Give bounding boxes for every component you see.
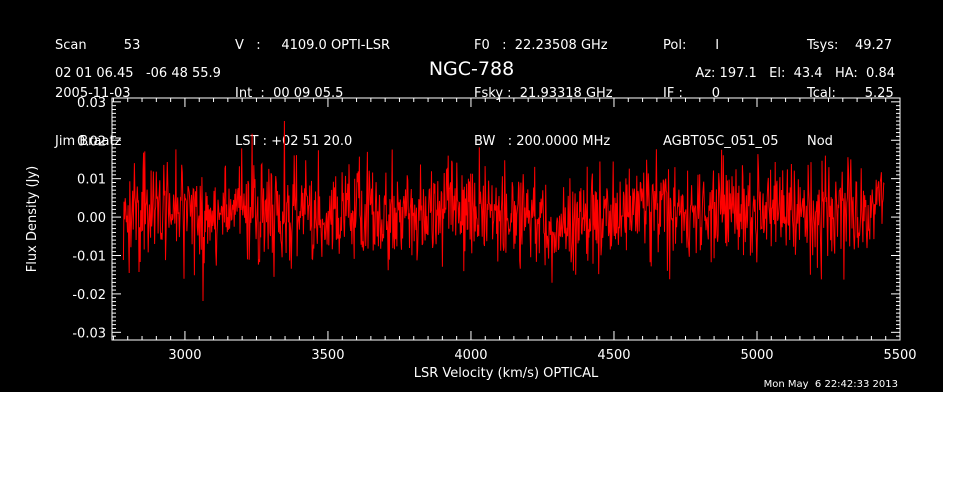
plot-frame <box>111 97 901 341</box>
tcal: Tcal: 5.25 <box>807 86 894 101</box>
bandwidth: BW : 200.0000 MHz <box>474 134 611 149</box>
x-tick-label: 4500 <box>597 348 630 363</box>
timestamp: Mon May 6 22:42:33 2013 <box>763 379 898 390</box>
plot-panel: Scan 53 2005-11-03 Jim Braatz V : 4109.0… <box>0 0 943 392</box>
tsys: Tsys: 49.27 <box>807 38 893 53</box>
polarization-info: Pol: I IF : 0 AGBT05C_051_05 <box>663 6 779 182</box>
y-tick-label: 0.02 <box>77 134 106 149</box>
velocity-info: V : 4109.0 OPTI-LSR Int : 00 09 05.5 LST… <box>235 6 390 182</box>
y-tick-label: -0.01 <box>72 249 106 264</box>
y-tick-label: -0.03 <box>72 326 106 341</box>
scan-info: Scan 53 2005-11-03 Jim Braatz <box>55 6 140 182</box>
observation-date: 2005-11-03 <box>55 86 131 101</box>
source-coordinates: 02 01 06.45 -06 48 55.9 <box>55 66 221 81</box>
x-tick-label: 3000 <box>168 348 201 363</box>
spectrum-series <box>122 120 885 302</box>
az-el-ha: Az: 197.1 El: 43.4 HA: 0.84 <box>695 66 895 81</box>
rest-frequency: F0 : 22.23508 GHz <box>474 38 608 53</box>
polarization: Pol: I <box>663 38 720 53</box>
procedure: Nod <box>807 134 833 149</box>
if-number: IF : 0 <box>663 86 721 101</box>
x-tick-label: 5000 <box>740 348 773 363</box>
spectrum-plot: 3000 3500 4000 4500 5000 5500 -0.03 -0.02 -0.01 0… <box>25 96 917 381</box>
y-axis-label: Flux Density (Jy) <box>25 166 40 272</box>
chart-title: NGC-788 <box>428 58 515 80</box>
y-tick-label: 0.03 <box>77 96 106 111</box>
y-tick-label: -0.02 <box>72 288 106 303</box>
system-temp-info: Tsys: 49.27 Tcal: 5.25 Nod <box>807 6 894 182</box>
x-tick-label: 4000 <box>454 348 487 363</box>
scan-number: Scan 53 <box>55 38 141 53</box>
observer: Jim Braatz <box>55 134 122 149</box>
x-axis-label: LSR Velocity (km/s) OPTICAL <box>414 366 599 381</box>
project-id: AGBT05C_051_05 <box>663 134 779 149</box>
sky-frequency: Fsky : 21.93318 GHz <box>474 86 613 101</box>
y-tick-label: 0.00 <box>77 211 106 226</box>
x-tick-label: 5500 <box>883 348 916 363</box>
axis-ticks: 3000 3500 4000 4500 5000 5500 -0.03 -0.02 -0.01 0… <box>72 96 916 363</box>
spectrum-line <box>122 120 885 302</box>
integration-time: Int : 00 09 05.5 <box>235 86 344 101</box>
y-tick-label: 0.01 <box>77 173 106 188</box>
frequency-info: F0 : 22.23508 GHz Fsky : 21.93318 GHz BW… <box>474 6 613 182</box>
x-tick-label: 3500 <box>311 348 344 363</box>
velocity: V : 4109.0 OPTI-LSR <box>235 38 391 53</box>
